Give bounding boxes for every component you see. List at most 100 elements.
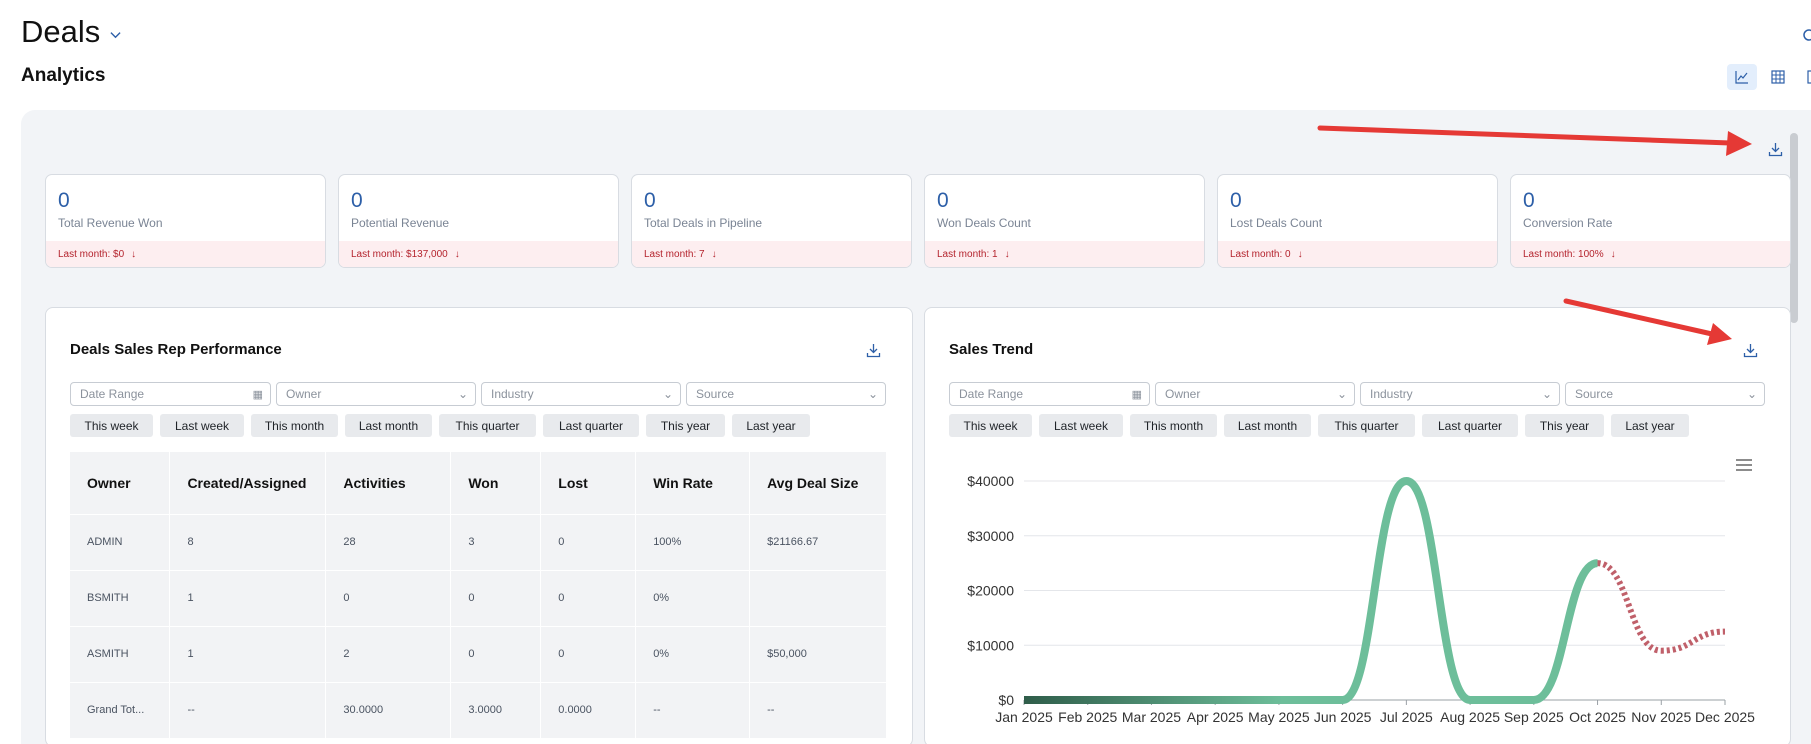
column-header[interactable]: Activities bbox=[325, 452, 452, 514]
sales-trend-filters: Date Range ▦ Owner ⌄ Industry ⌄ Source ⌄ bbox=[949, 382, 1765, 406]
table-cell: 28 bbox=[325, 513, 452, 570]
quick-last-month[interactable]: Last month bbox=[345, 414, 432, 437]
date-range-placeholder: Date Range bbox=[959, 387, 1024, 401]
quick-this-year[interactable]: This year bbox=[1525, 414, 1604, 437]
kpi-label: Potential Revenue bbox=[351, 216, 450, 230]
date-range-input[interactable]: Date Range ▦ bbox=[70, 382, 271, 406]
settings-icon[interactable] bbox=[1795, 27, 1811, 43]
table-header-row: Owner Created/Assigned Activities Won Lo… bbox=[70, 452, 887, 514]
industry-select[interactable]: Industry ⌄ bbox=[481, 382, 681, 406]
kpi-label: Total Deals in Pipeline bbox=[644, 216, 763, 230]
page-title[interactable]: Deals bbox=[21, 14, 121, 50]
actual-series-line bbox=[1024, 476, 1599, 704]
sales-trend-card: Sales Trend Date Range ▦ Owner ⌄ Industry ⌄… bbox=[924, 307, 1791, 744]
quick-last-month[interactable]: Last month bbox=[1224, 414, 1311, 437]
table-row[interactable]: ADMIN 8 28 3 0 100% $21166.67 bbox=[70, 513, 887, 570]
y-tick-label: $0 bbox=[998, 692, 1014, 708]
columns-view-button[interactable] bbox=[1799, 64, 1811, 90]
chevron-down-icon: ⌄ bbox=[1746, 387, 1757, 401]
quick-this-quarter[interactable]: This quarter bbox=[1318, 414, 1415, 437]
column-header[interactable]: Owner bbox=[70, 452, 171, 514]
owner-select[interactable]: Owner ⌄ bbox=[276, 382, 476, 406]
table-row[interactable]: BSMITH 1 0 0 0 0% bbox=[70, 569, 887, 626]
section-title: Analytics bbox=[21, 65, 106, 86]
download-all-button[interactable] bbox=[1766, 140, 1784, 158]
industry-select[interactable]: Industry ⌄ bbox=[1360, 382, 1560, 406]
table-cell: 0% bbox=[635, 569, 751, 626]
quick-this-month[interactable]: This month bbox=[251, 414, 338, 437]
source-select[interactable]: Source ⌄ bbox=[686, 382, 886, 406]
kpi-value: 0 bbox=[1230, 189, 1242, 212]
kpi-footer: Last month: $0 ↓ bbox=[46, 241, 325, 267]
owner-placeholder: Owner bbox=[1165, 387, 1201, 401]
owner-select[interactable]: Owner ⌄ bbox=[1155, 382, 1355, 406]
column-header[interactable]: Avg Deal Size bbox=[749, 452, 887, 514]
table-cell: 1 bbox=[169, 625, 327, 682]
table-cell: 3 bbox=[450, 513, 542, 570]
quick-this-week[interactable]: This week bbox=[70, 414, 153, 437]
performance-filters: Date Range ▦ Owner ⌄ Industry ⌄ Source ⌄ bbox=[70, 382, 886, 406]
quick-last-week[interactable]: Last week bbox=[160, 414, 244, 437]
quick-this-month[interactable]: This month bbox=[1130, 414, 1217, 437]
arrow-down-icon: ↓ bbox=[131, 248, 137, 260]
kpi-label: Total Revenue Won bbox=[58, 216, 163, 230]
arrow-down-icon: ↓ bbox=[454, 248, 460, 260]
kpi-value: 0 bbox=[644, 189, 656, 212]
x-tick-label: Nov 2025 bbox=[1631, 709, 1691, 725]
scrollbar-thumb[interactable] bbox=[1790, 133, 1798, 323]
chevron-down-icon: ⌄ bbox=[1541, 387, 1552, 401]
table-row[interactable]: ASMITH 1 2 0 0 0% $50,000 bbox=[70, 625, 887, 682]
kpi-footer-text: Last month: 7 bbox=[644, 248, 705, 260]
kpi-value: 0 bbox=[58, 189, 70, 212]
column-header[interactable]: Won bbox=[450, 452, 542, 514]
kpi-footer: Last month: 1 ↓ bbox=[925, 241, 1204, 267]
chevron-down-icon: ⌄ bbox=[457, 387, 468, 401]
line-chart-icon bbox=[1735, 71, 1748, 84]
quick-last-year[interactable]: Last year bbox=[1611, 414, 1689, 437]
columns-icon bbox=[1807, 70, 1811, 84]
source-select[interactable]: Source ⌄ bbox=[1565, 382, 1765, 406]
chevron-down-icon[interactable] bbox=[110, 29, 121, 40]
quick-this-year[interactable]: This year bbox=[646, 414, 725, 437]
column-header[interactable]: Lost bbox=[540, 452, 637, 514]
chevron-down-icon: ⌄ bbox=[662, 387, 673, 401]
table-cell: 0 bbox=[540, 569, 637, 626]
chart-view-button[interactable] bbox=[1727, 64, 1757, 90]
column-header[interactable]: Win Rate bbox=[635, 452, 751, 514]
quick-last-quarter[interactable]: Last quarter bbox=[1422, 414, 1518, 437]
sales-trend-download-button[interactable] bbox=[1741, 341, 1759, 359]
x-tick-label: Oct 2025 bbox=[1569, 709, 1626, 725]
kpi-value: 0 bbox=[351, 189, 363, 212]
table-row-grand-total[interactable]: Grand Tot... -- 30.0000 3.0000 0.0000 --… bbox=[70, 681, 887, 738]
calendar-icon: ▦ bbox=[252, 388, 263, 401]
download-icon bbox=[1768, 142, 1782, 156]
grid-view-button[interactable] bbox=[1763, 64, 1793, 90]
table-cell: ADMIN bbox=[70, 513, 171, 570]
column-header[interactable]: Created/Assigned bbox=[169, 452, 327, 514]
sales-trend-title: Sales Trend bbox=[949, 341, 1034, 358]
download-icon bbox=[1743, 343, 1757, 357]
table-cell: 2 bbox=[325, 625, 452, 682]
arrow-down-icon: ↓ bbox=[711, 248, 717, 260]
x-tick-label: Apr 2025 bbox=[1187, 709, 1244, 725]
grid-icon bbox=[1771, 70, 1785, 84]
industry-placeholder: Industry bbox=[491, 387, 534, 401]
quick-last-year[interactable]: Last year bbox=[732, 414, 810, 437]
kpi-card-conversion-rate: 0 Conversion Rate Last month: 100% ↓ bbox=[1510, 174, 1791, 268]
x-tick-label: Jun 2025 bbox=[1314, 709, 1372, 725]
performance-title: Deals Sales Rep Performance bbox=[70, 341, 282, 358]
table-cell: 30.0000 bbox=[325, 681, 452, 738]
date-range-input[interactable]: Date Range ▦ bbox=[949, 382, 1150, 406]
quick-this-week[interactable]: This week bbox=[949, 414, 1032, 437]
source-placeholder: Source bbox=[1575, 387, 1614, 401]
quick-this-quarter[interactable]: This quarter bbox=[439, 414, 536, 437]
table-cell: 0% bbox=[635, 625, 751, 682]
view-switch bbox=[1727, 64, 1811, 90]
performance-download-button[interactable] bbox=[864, 341, 882, 359]
hamburger-menu-icon bbox=[1736, 459, 1752, 471]
quick-last-quarter[interactable]: Last quarter bbox=[543, 414, 639, 437]
chart-menu-button[interactable] bbox=[1733, 456, 1755, 476]
quick-last-week[interactable]: Last week bbox=[1039, 414, 1123, 437]
table-cell: 1 bbox=[169, 569, 327, 626]
table-cell: -- bbox=[169, 681, 327, 738]
